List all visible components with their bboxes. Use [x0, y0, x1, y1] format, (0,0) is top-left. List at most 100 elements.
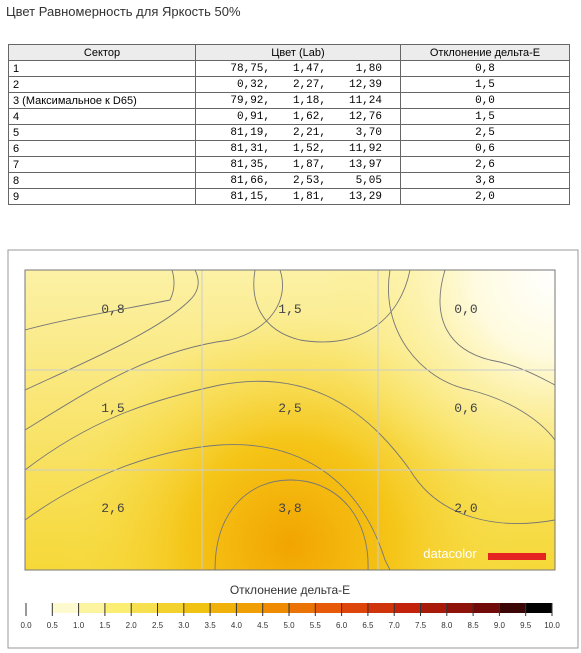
- lab-value: 12,39: [348, 78, 382, 91]
- colorbar-label: 8.0: [441, 621, 453, 630]
- cell-value: 2,0: [454, 501, 477, 516]
- table: Сектор Цвет (Lab) Отклонение дельта-E 1 78,7…: [8, 44, 570, 205]
- lab-value: 0,32,: [236, 78, 270, 91]
- lab-value: 2,21,: [292, 126, 326, 139]
- lab-value: 1,81,: [292, 190, 326, 203]
- lab-value: 81,31,: [230, 142, 270, 155]
- table-row: 4 0,91, 1,62, 12,76 1,5: [8, 108, 570, 125]
- lab-value: 2,53,: [292, 174, 326, 187]
- colorbar-label: 5.0: [283, 621, 295, 630]
- colorbar-label: 1.0: [73, 621, 85, 630]
- colorbar-label: 2.0: [126, 621, 138, 630]
- colorbar-label: 0.5: [47, 621, 59, 630]
- table-row: 5 81,19, 2,21, 3,70 2,5: [8, 124, 570, 141]
- colorbar-label: 4.5: [257, 621, 269, 630]
- colorbar-label: 0.0: [20, 621, 32, 630]
- lab-value: 0,91,: [236, 110, 270, 123]
- lab-value: 78,75,: [230, 62, 270, 75]
- lab-value: 1,80: [355, 62, 382, 75]
- lab-value: 13,97: [348, 158, 382, 171]
- cell-value: 2,6: [101, 501, 124, 516]
- colorbar-label: 6.5: [362, 621, 374, 630]
- delta-e-cell: 2,6: [400, 156, 570, 173]
- delta-e-cell: 2,0: [400, 188, 570, 205]
- lab-value: 81,15,: [230, 190, 270, 203]
- color-swatch: [289, 603, 316, 613]
- lab-value: 1,18,: [292, 94, 326, 107]
- lab-value: 5,05: [355, 174, 382, 187]
- color-swatch: [183, 603, 211, 613]
- color-swatch: [157, 603, 184, 613]
- color-swatch: [131, 603, 158, 613]
- color-swatch: [26, 603, 53, 613]
- color-swatch: [236, 603, 263, 613]
- colorbar-label: 9.0: [494, 621, 506, 630]
- colorbar-label: 4.0: [231, 621, 243, 630]
- map-border: [24, 269, 556, 571]
- colorbar-label: 7.0: [389, 621, 401, 630]
- lab-value: 3,70: [355, 126, 382, 139]
- cell-value: 0,6: [454, 401, 477, 416]
- column-header: Цвет (Lab): [195, 44, 401, 61]
- colorbar-label: 5.5: [310, 621, 322, 630]
- color-swatch: [315, 603, 342, 613]
- colorbar-label: 9.5: [520, 621, 532, 630]
- lab-value: 81,19,: [230, 126, 270, 139]
- colorbar-label: 10.0: [544, 621, 560, 630]
- lab-value: 79,92,: [230, 94, 270, 107]
- cell-value: 0,8: [101, 302, 124, 317]
- colorbar-label: 7.5: [415, 621, 427, 630]
- lab-cell: 81,35, 1,87, 13,97: [195, 156, 401, 173]
- color-swatch: [52, 603, 79, 613]
- colorbar-label: 6.0: [336, 621, 348, 630]
- color-swatch: [420, 603, 447, 613]
- lab-value: 81,66,: [230, 174, 270, 187]
- lab-value: 11,92: [348, 142, 382, 155]
- colorbar: 0.0 0.5 1.0 1.5 2.0 2.5 3.0 3.5 4.0 4.5 5.0 5.5 6.0 6…: [20, 603, 560, 630]
- column-header: Сектор: [8, 44, 196, 61]
- lab-value: 1,47,: [292, 62, 326, 75]
- table-row: 8 81,66, 2,53, 5,05 3,8: [8, 172, 570, 189]
- color-swatch: [78, 603, 105, 613]
- cell-value: 3,8: [278, 501, 301, 516]
- colorbar-label: 3.0: [178, 621, 190, 630]
- table-row: 9 81,15, 1,81, 13,29 2,0: [8, 188, 570, 205]
- lab-value: 1,87,: [292, 158, 326, 171]
- lab-value: 1,62,: [292, 110, 326, 123]
- cell-value: 1,5: [278, 302, 301, 317]
- lab-value: 1,52,: [292, 142, 326, 155]
- legend-title: Отклонение дельта-E: [230, 583, 350, 597]
- header-row: Сектор Цвет (Lab) Отклонение дельта-E: [8, 44, 570, 61]
- color-swatch: [341, 603, 368, 613]
- colorbar-label: 3.5: [205, 621, 217, 630]
- lab-value: 2,27,: [292, 78, 326, 91]
- lab-value: 12,76: [348, 110, 382, 123]
- logo: datacolor: [423, 546, 477, 561]
- color-swatch: [525, 603, 552, 613]
- lab-value: 11,24: [348, 94, 382, 107]
- color-swatch: [394, 603, 421, 613]
- color-swatch: [104, 603, 132, 613]
- cell-value: 0,0: [454, 302, 477, 317]
- lab-cell: 81,19, 2,21, 3,70: [195, 124, 401, 141]
- color-swatch: [473, 603, 500, 613]
- cell-value: 1,5: [101, 401, 124, 416]
- lab-cell: 0,91, 1,62, 12,76: [195, 108, 401, 125]
- lab-cell: 81,15, 1,81, 13,29: [195, 188, 401, 205]
- colorbar-label: 8.5: [468, 621, 480, 630]
- color-swatch: [262, 603, 289, 613]
- color-swatch: [367, 603, 395, 613]
- colorbar-label: 2.5: [152, 621, 164, 630]
- column-header: Отклонение дельта-E: [400, 44, 570, 61]
- color-swatch: [210, 603, 237, 613]
- color-swatch: [446, 603, 474, 613]
- table-row: 1 78,75, 1,47, 1,80 0,8: [8, 60, 570, 77]
- colorbar-label: 1.5: [99, 621, 111, 630]
- table-row: 7 81,35, 1,87, 13,97 2,6: [8, 156, 570, 173]
- table-row: 3 (Максимальное к D65) 79,92, 1,18, 11,24 0,…: [8, 92, 570, 109]
- title: Цвет Равномерность для Яркость 50%: [6, 4, 241, 19]
- heatmap: [25, 270, 555, 570]
- color-swatch: [499, 603, 526, 613]
